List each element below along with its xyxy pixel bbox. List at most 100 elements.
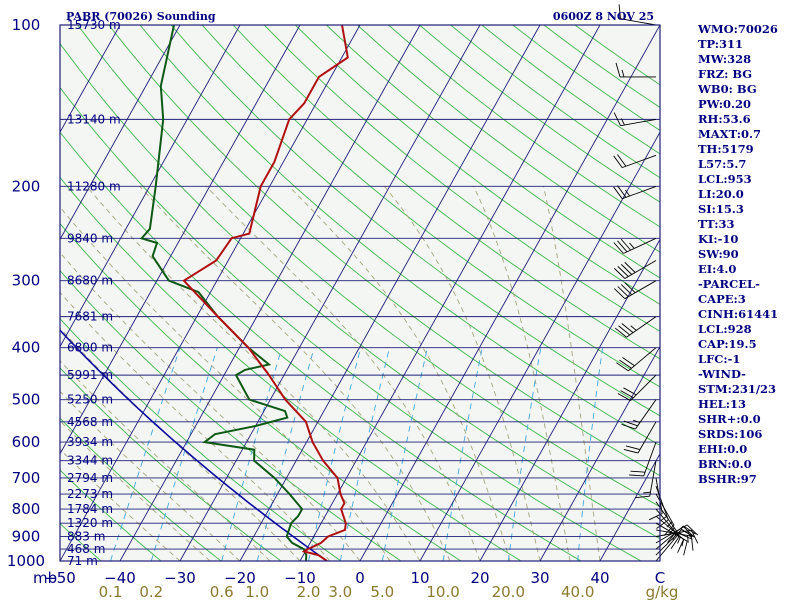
wind-barb-halfflag	[643, 491, 651, 494]
wind-barb-flag	[620, 390, 634, 399]
temperature-tick-label: 20	[470, 569, 489, 587]
wind-barb-halfflag	[687, 535, 689, 543]
wind-barb-staff	[630, 374, 657, 401]
dewpoint-profile	[139, 25, 308, 561]
pressure-tick-label: 100	[12, 16, 41, 34]
wind-barb-staff	[649, 460, 657, 497]
height-label: 3934 m	[67, 435, 113, 449]
pressure-tick-label: 400	[12, 339, 41, 357]
pressure-tick-label: 800	[12, 500, 41, 518]
wind-barb-staff	[620, 18, 657, 26]
sounding-index-item: CAP:19.5	[698, 337, 757, 351]
temperature-tick-label: 40	[590, 569, 609, 587]
wind-barb-halfflag	[677, 536, 681, 544]
wind-barb-staff	[623, 237, 657, 254]
wind-barb-staff	[622, 154, 657, 169]
wind-barb-halfflag	[630, 325, 637, 331]
sounding-index-item: KI:-10	[698, 232, 739, 246]
moist-adiabat	[60, 448, 181, 561]
wind-barb-flag	[617, 185, 627, 198]
sounding-index-item: EHI:0.0	[698, 442, 748, 456]
wind-barb-staff	[624, 280, 657, 300]
wind-barb	[613, 112, 657, 127]
wind-barb-flag	[677, 539, 684, 553]
wind-barb	[613, 237, 657, 254]
isotherm	[299, 25, 601, 561]
pressure-tick-label: 1000	[7, 552, 45, 570]
sounding-index-item: EI:4.0	[698, 262, 737, 276]
mixing-ratio-unit-label: g/kg	[646, 583, 679, 600]
sounding-index-item: BRN:0.0	[698, 457, 752, 471]
isotherm	[60, 25, 121, 134]
pressure-axis-label: mb	[33, 569, 57, 587]
wind-barb	[629, 441, 657, 477]
wind-barb-flag	[656, 519, 669, 529]
chart-title: PABR (70026) Sounding	[66, 10, 216, 23]
isotherm	[239, 25, 541, 561]
wind-barb-flag	[635, 495, 650, 499]
sounding-index-item: SRDS:106	[698, 427, 763, 441]
mixing-ratio-tick-label: 20.0	[492, 583, 525, 600]
sounding-index-item: TH:5179	[698, 142, 754, 156]
pressure-tick-label: 700	[12, 469, 41, 487]
height-label: 3344 m	[67, 454, 113, 468]
height-label: 2794 m	[67, 471, 113, 485]
isotherm	[60, 25, 361, 561]
temperature-tick-label: −10	[284, 569, 316, 587]
wind-barb-flag	[691, 536, 694, 551]
wind-barb	[616, 347, 657, 372]
wind-barb-flag	[683, 525, 696, 535]
wind-barb-flag	[617, 393, 631, 401]
wind-barb-flag	[670, 536, 680, 549]
mixing-ratio-tick-label: 0.1	[99, 583, 123, 600]
temperature-tick-label: −50	[44, 569, 76, 587]
isotherm	[179, 25, 481, 561]
wind-barb-flag	[621, 423, 636, 430]
wind-barb	[617, 374, 657, 401]
wind-barb-halfflag	[621, 69, 625, 78]
moist-adiabat	[60, 291, 331, 561]
sounding-index-item: WMO:70026	[698, 22, 778, 36]
wind-barb-staff	[655, 477, 663, 514]
wind-barb	[615, 62, 656, 78]
wind-barb	[614, 316, 657, 338]
sounding-index-item: SI:15.3	[698, 202, 744, 216]
wind-barb-flag	[613, 155, 623, 168]
wind-barb-flag	[623, 449, 639, 454]
profile-layer	[60, 25, 349, 561]
temperature-tick-label: 30	[530, 569, 549, 587]
parcel-trace	[60, 329, 328, 561]
isotherm	[359, 25, 660, 561]
sounding-index-item: -PARCEL-	[698, 277, 760, 291]
height-label: 5250 m	[67, 393, 113, 407]
mixing-ratio-tick-label: 10.0	[426, 583, 459, 600]
sounding-index-item: PW:0.20	[698, 97, 752, 111]
pressure-tick-label: 900	[12, 528, 41, 546]
wind-barb-flag	[616, 362, 629, 372]
mixing-ratio-tick-label: 2.0	[297, 583, 321, 600]
wind-barb-flag	[686, 524, 698, 536]
wind-barb-flag	[624, 282, 636, 294]
wind-barb-staff	[622, 185, 657, 200]
wind-barb-flag	[625, 445, 641, 450]
mixing-ratio-tick-label: 40.0	[561, 583, 594, 600]
pressure-tick-label: 500	[12, 391, 41, 409]
wind-barb	[613, 154, 657, 169]
sounding-index-item: TT:33	[698, 217, 735, 231]
wind-barb-staff	[628, 347, 657, 372]
height-label: 1320 m	[67, 516, 113, 530]
isotherm	[599, 452, 660, 561]
sounding-index-item: MAXT:0.7	[698, 127, 761, 141]
wind-barb-flag	[629, 474, 644, 477]
wind-barb-staff	[637, 421, 657, 454]
pressure-tick-label: 200	[12, 177, 41, 195]
sounding-index-item: CAPE:3	[698, 292, 746, 306]
wind-barb-flag	[617, 286, 629, 298]
wind-barb-flag	[614, 288, 626, 300]
isotherm	[119, 25, 421, 561]
wind-barb-flag	[663, 524, 675, 536]
wind-barb-flag	[618, 325, 631, 336]
wind-barb-layer	[613, 4, 699, 562]
wind-barb-staff	[643, 441, 657, 477]
